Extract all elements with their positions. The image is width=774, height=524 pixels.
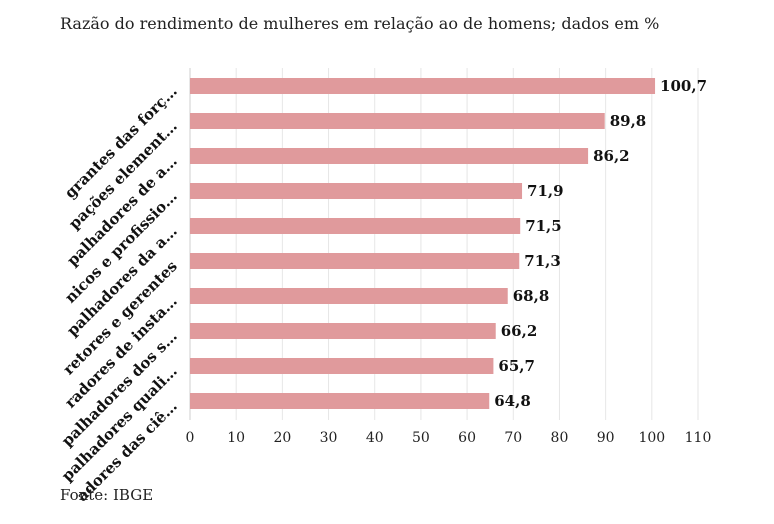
bar-value-label: 68,8	[513, 287, 550, 305]
bar	[190, 323, 496, 339]
bar	[190, 288, 508, 304]
bar	[190, 113, 605, 129]
bar-value-label: 86,2	[593, 147, 630, 165]
bar-value-label: 71,3	[524, 252, 561, 270]
chart-title: Razão do rendimento de mulheres em relaç…	[60, 14, 660, 33]
bar	[190, 393, 490, 409]
bar-value-label: 71,5	[525, 217, 562, 235]
x-tick-label: 60	[458, 430, 476, 446]
source-note: Fonte: IBGE	[60, 486, 154, 504]
x-tick-label: 100	[638, 430, 665, 446]
bar	[190, 253, 520, 269]
x-tick-label: 50	[412, 430, 430, 446]
x-tick-label: 30	[320, 430, 338, 446]
x-tick-label: 110	[685, 430, 712, 446]
x-tick-label: 80	[551, 430, 569, 446]
bar	[190, 358, 494, 374]
x-tick-label: 90	[597, 430, 615, 446]
bar-value-label: 64,8	[494, 392, 531, 410]
x-tick-label: 20	[273, 430, 291, 446]
x-tick-label: 10	[227, 430, 245, 446]
bar-value-label: 100,7	[660, 77, 707, 95]
x-tick-label: 70	[504, 430, 522, 446]
bar-value-label: 89,8	[610, 112, 647, 130]
bar-value-label: 66,2	[501, 322, 538, 340]
bar-value-label: 71,9	[527, 182, 564, 200]
x-tick-label: 0	[186, 430, 195, 446]
bar	[190, 218, 521, 234]
bar-value-label: 65,7	[498, 357, 535, 375]
bar	[190, 78, 656, 94]
bar	[190, 183, 523, 199]
bar	[190, 148, 589, 164]
x-tick-label: 40	[366, 430, 384, 446]
